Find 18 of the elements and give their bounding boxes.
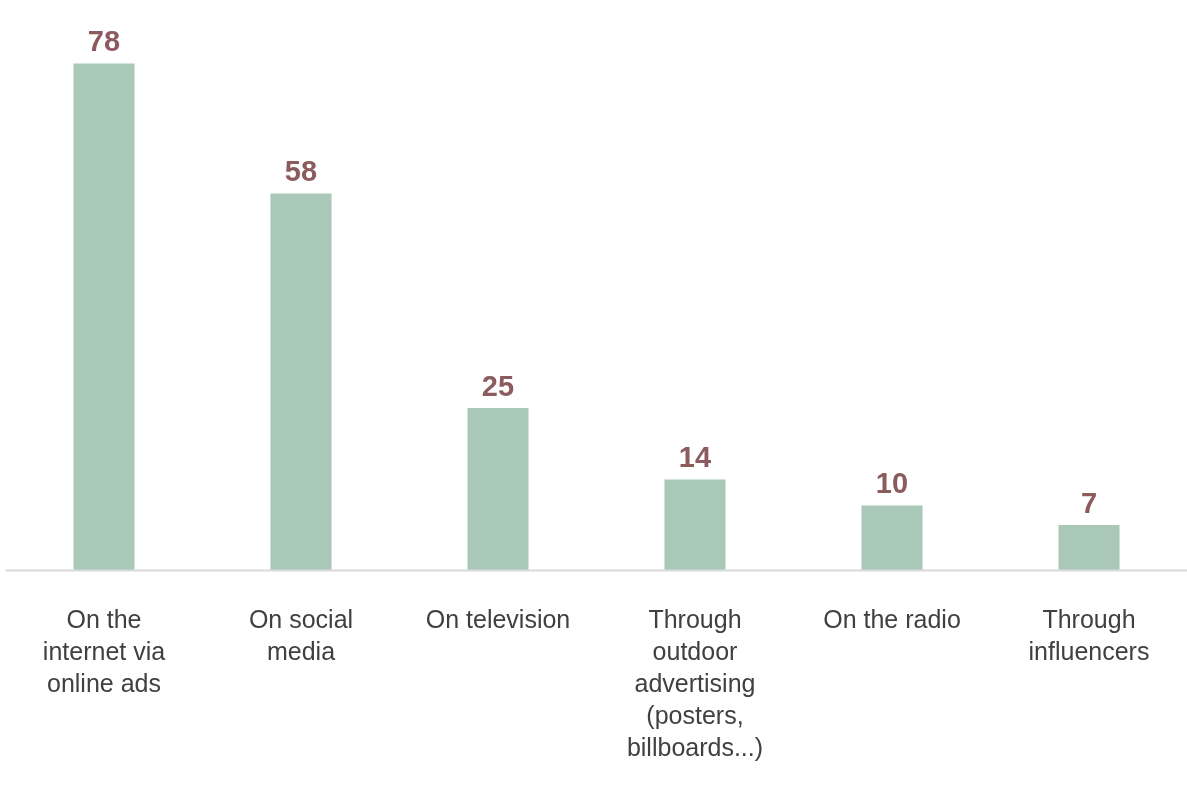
data-label: 14 <box>678 441 712 474</box>
data-label: 58 <box>284 155 318 188</box>
bar <box>467 407 529 571</box>
data-label: 7 <box>1080 486 1098 519</box>
data-label: 25 <box>481 369 515 402</box>
bar <box>73 63 135 571</box>
bar <box>1058 524 1120 571</box>
x-tick-label: Through influencers <box>1028 604 1150 665</box>
x-tick-label: On television <box>425 604 571 633</box>
bar <box>861 505 923 571</box>
x-tick-label: On social media <box>248 604 354 665</box>
bar <box>270 193 332 571</box>
bar <box>664 479 726 571</box>
x-tick-label: Through outdoor advertising (posters, billboards...) <box>626 604 764 762</box>
x-tick-label: On the internet via online ads <box>42 604 166 697</box>
data-label: 10 <box>875 467 909 500</box>
data-label: 78 <box>87 25 121 58</box>
x-tick-label: On the radio <box>823 604 961 633</box>
